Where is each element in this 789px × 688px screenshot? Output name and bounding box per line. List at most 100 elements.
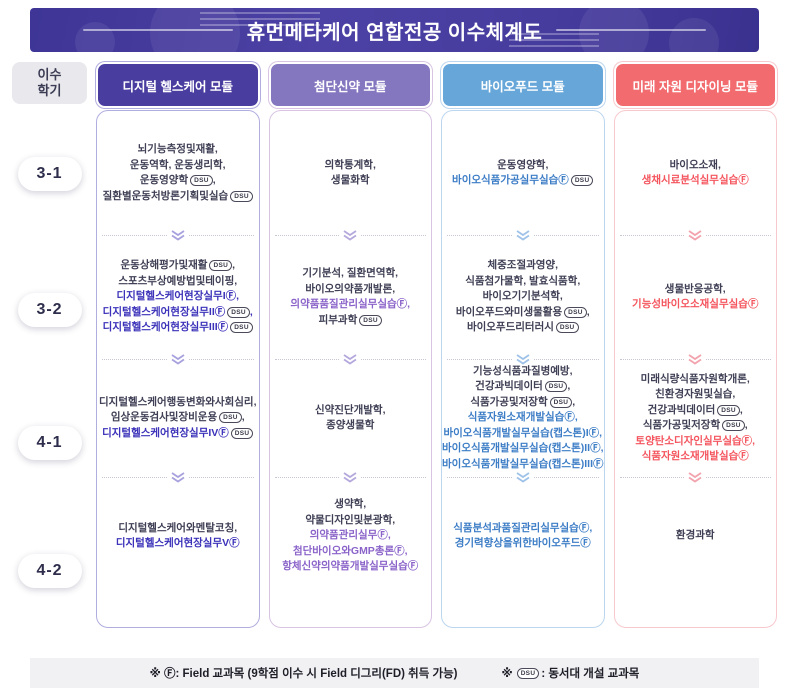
dsu-badge: DSU: [359, 314, 382, 326]
cell-future-resource-design-3-2: 생물반응공학, 기능성바이오소재실무실습Ⓕ: [618, 241, 774, 353]
course-line: 디지털헬스케어와멘탈코칭,: [118, 521, 238, 534]
course-line: 디지털헬스케어행동변화와사회심리,: [99, 395, 257, 408]
cell-bio-food-3-2: 체중조절과영양, 식품첨가물학, 발효식품학, 바이오기기분석학, 바이오푸드와미생물…: [445, 241, 601, 353]
curriculum-grid: 이수 학기 3-1 3-2 4-1 4-2 디지털 헬스케어 모듈 뇌기능측정및재활,…: [12, 62, 777, 628]
course-line: 식품첨가물학, 발효식품학,: [465, 274, 581, 287]
axis-label-line2: 학기: [37, 83, 62, 98]
course-line: 식품분석과품질관리실무실습Ⓕ,: [453, 521, 593, 534]
cell-advanced-drug-3-2: 기기분석, 질환면역학, 바이오의약품개발론, 의약품품질관리실무실습Ⓕ, 피부과학 D…: [273, 241, 429, 353]
dsu-badge: DSU: [190, 175, 213, 186]
course-line: 건강과빅데이터 DSU,: [647, 403, 743, 416]
course-line: 항체신약의약품개발실무실습Ⓕ: [282, 560, 419, 573]
module-column-advanced-drug: 첨단신약 모듈 의학통계학, 생물화학 기기분석, 질환면역학, 바이오의약품개발론,…: [268, 62, 432, 628]
module-column-bio-food: 바이오푸드 모듈 운동영양학, 바이오식품가공실무실습Ⓕ DSU 체중조절과영양, 식품…: [441, 62, 605, 628]
dsu-badge: DSU: [717, 404, 740, 416]
module-column-future-resource-design: 미래 자원 디자이닝 모듈 바이오소재, 생채시료분석실무실습Ⓕ 생물반응공학, 기능…: [613, 62, 777, 628]
chevron-down-icon: [171, 471, 185, 483]
dsu-badge: DSU: [230, 322, 253, 334]
semester-slot: 3-2: [12, 248, 87, 384]
row-separator: [102, 353, 254, 365]
semester-pill-4-1: 4-1: [17, 426, 82, 460]
course-line: 생물반응공학,: [664, 282, 726, 295]
chevron-down-icon: [343, 471, 357, 483]
course-line: 기능성식품과질병예방,: [472, 364, 573, 377]
semester-pill-3-2: 3-2: [17, 293, 82, 327]
course-line: 생약학,: [334, 498, 367, 511]
course-line: 식품가공및저장학 DSU,: [470, 395, 576, 408]
dsu-badge: DSU: [555, 322, 579, 334]
dsu-badge: DSU: [722, 420, 745, 431]
module-body: 바이오소재, 생채시료분석실무실습Ⓕ 생물반응공학, 기능성바이오소재실무실습Ⓕ 미래식…: [613, 110, 777, 628]
course-line: 건강과빅데이터 DSU,: [475, 380, 571, 393]
cell-future-resource-design-3-1: 바이오소재, 생채시료분석실무실습Ⓕ: [618, 117, 774, 229]
chevron-down-icon: [688, 353, 702, 365]
course-line: 의학통계학,: [324, 158, 376, 171]
dsu-badge: DSU: [230, 190, 253, 202]
banner-decor-stripes: [200, 12, 320, 28]
title-banner: 휴먼메타케어 연합전공 이수체계도: [30, 8, 759, 52]
module-body: 의학통계학, 생물화학 기기분석, 질환면역학, 바이오의약품개발론, 의약품품질관리실…: [268, 110, 432, 628]
row-separator: [274, 353, 426, 365]
course-line: 임상운동검사및장비운용 DSU,: [110, 411, 245, 424]
semester-pill-4-2: 4-2: [17, 554, 82, 588]
course-line: 경기력향상을위한바이오푸드Ⓕ: [454, 537, 591, 549]
semester-rail: 이수 학기 3-1 3-2 4-1 4-2: [12, 62, 87, 628]
cell-bio-food-4-2: 식품분석과품질관리실무실습Ⓕ, 경기력향상을위한바이오푸드Ⓕ: [445, 483, 601, 589]
course-line: 디지털헬스케어현장실무IIⒻ DSU,: [102, 305, 253, 318]
row-separator: [447, 353, 599, 365]
cell-future-resource-design-4-1: 미래식량식품자원학개론, 친환경자원및실습, 건강과빅데이터 DSU, 식품가공및저장학…: [618, 365, 774, 471]
course-line: 친환경자원및실습,: [655, 388, 736, 400]
course-line: 미래식량식품자원학개론,: [640, 372, 750, 385]
banner-decor-circle: [75, 22, 115, 52]
course-line: 첨단바이오와GMP총론Ⓕ,: [292, 544, 408, 557]
module-header-bio-food: 바이오푸드 모듈: [441, 62, 605, 108]
row-separator: [102, 471, 254, 483]
course-line: 환경과학: [675, 529, 715, 542]
course-line: 생물화학: [330, 174, 370, 186]
cell-bio-food-4-1: 기능성식품과질병예방, 건강과빅데이터 DSU, 식품가공및저장학 DSU, 식품자원소재…: [442, 364, 604, 471]
row-separator: [619, 229, 771, 241]
dsu-badge: DSU: [564, 306, 587, 318]
course-line: 약물디자인및분광학,: [305, 513, 396, 526]
cell-advanced-drug-4-1: 신약진단개발학, 종양생물학: [273, 365, 429, 471]
dsu-badge: DSU: [549, 396, 573, 408]
course-line: 바이오의약품개발론,: [305, 282, 396, 295]
course-line: 생채시료분석실무실습Ⓕ: [641, 174, 749, 186]
field-course-note: ※ Ⓕ: Field 교과목 (9학점 이수 시 Field 디그리(FD) 취…: [149, 668, 458, 680]
course-line: 바이오식품가공실무실습Ⓕ DSU: [452, 173, 594, 189]
course-line: 디지털헬스케어현장실무IVⒻ DSU: [102, 426, 254, 442]
course-line: 운동역학, 운동생리학,: [129, 158, 226, 171]
course-line: 바이오식품개발실무실습(캡스톤)IIⒻ,: [442, 442, 604, 455]
cell-digital-healthcare-3-2: 운동상해평가및재활 DSU, 스포츠부상예방법및테이핑, 디지털헬스케어현장실무IⒻ,…: [100, 241, 256, 353]
cell-bio-food-3-1: 운동영양학, 바이오식품가공실무실습Ⓕ DSU: [445, 117, 601, 229]
axis-label-line1: 이수: [37, 66, 62, 82]
chevron-down-icon: [688, 471, 702, 483]
cell-advanced-drug-4-2: 생약학, 약물디자인및분광학, 의약품관리실무Ⓕ, 첨단바이오와GMP총론Ⓕ, 항체신약…: [273, 483, 429, 589]
dsu-note-prefix: ※: [501, 668, 513, 680]
dsu-badge: DSU: [516, 667, 540, 679]
dsu-badge: DSU: [570, 175, 594, 186]
chevron-down-icon: [688, 229, 702, 241]
course-line: 의약품관리실무Ⓕ,: [309, 529, 391, 542]
dsu-badge: DSU: [219, 412, 242, 424]
course-line: 뇌기능측정및재활,: [137, 143, 218, 155]
cell-digital-healthcare-3-1: 뇌기능측정및재활, 운동역학, 운동생리학, 운동영양학 DSU, 질환별운동처방론기획…: [100, 117, 256, 229]
row-separator: [274, 229, 426, 241]
semester-pill-3-1: 3-1: [17, 157, 82, 191]
row-separator: [447, 471, 599, 483]
row-separator: [274, 471, 426, 483]
row-separator: [447, 229, 599, 241]
module-body: 운동영양학, 바이오식품가공실무실습Ⓕ DSU 체중조절과영양, 식품첨가물학, 발효식…: [441, 110, 605, 628]
semester-slot: 4-2: [12, 514, 87, 628]
row-separator: [619, 471, 771, 483]
module-columns: 디지털 헬스케어 모듈 뇌기능측정및재활, 운동역학, 운동생리학, 운동영양학 DS…: [96, 62, 777, 628]
chevron-down-icon: [516, 471, 530, 483]
semester-slot: 3-1: [12, 112, 87, 248]
course-line: 바이오소재,: [669, 158, 721, 171]
course-line: 운동영양학,: [497, 158, 549, 171]
course-line: 토양탄소디자인실무실습Ⓕ,: [635, 434, 756, 447]
course-line: 식품자원소재개발실습Ⓕ: [641, 450, 749, 462]
course-line: 기기분석, 질환면역학,: [302, 267, 399, 279]
dsu-badge: DSU: [209, 260, 233, 272]
banner-decor-stripes: [509, 33, 599, 49]
